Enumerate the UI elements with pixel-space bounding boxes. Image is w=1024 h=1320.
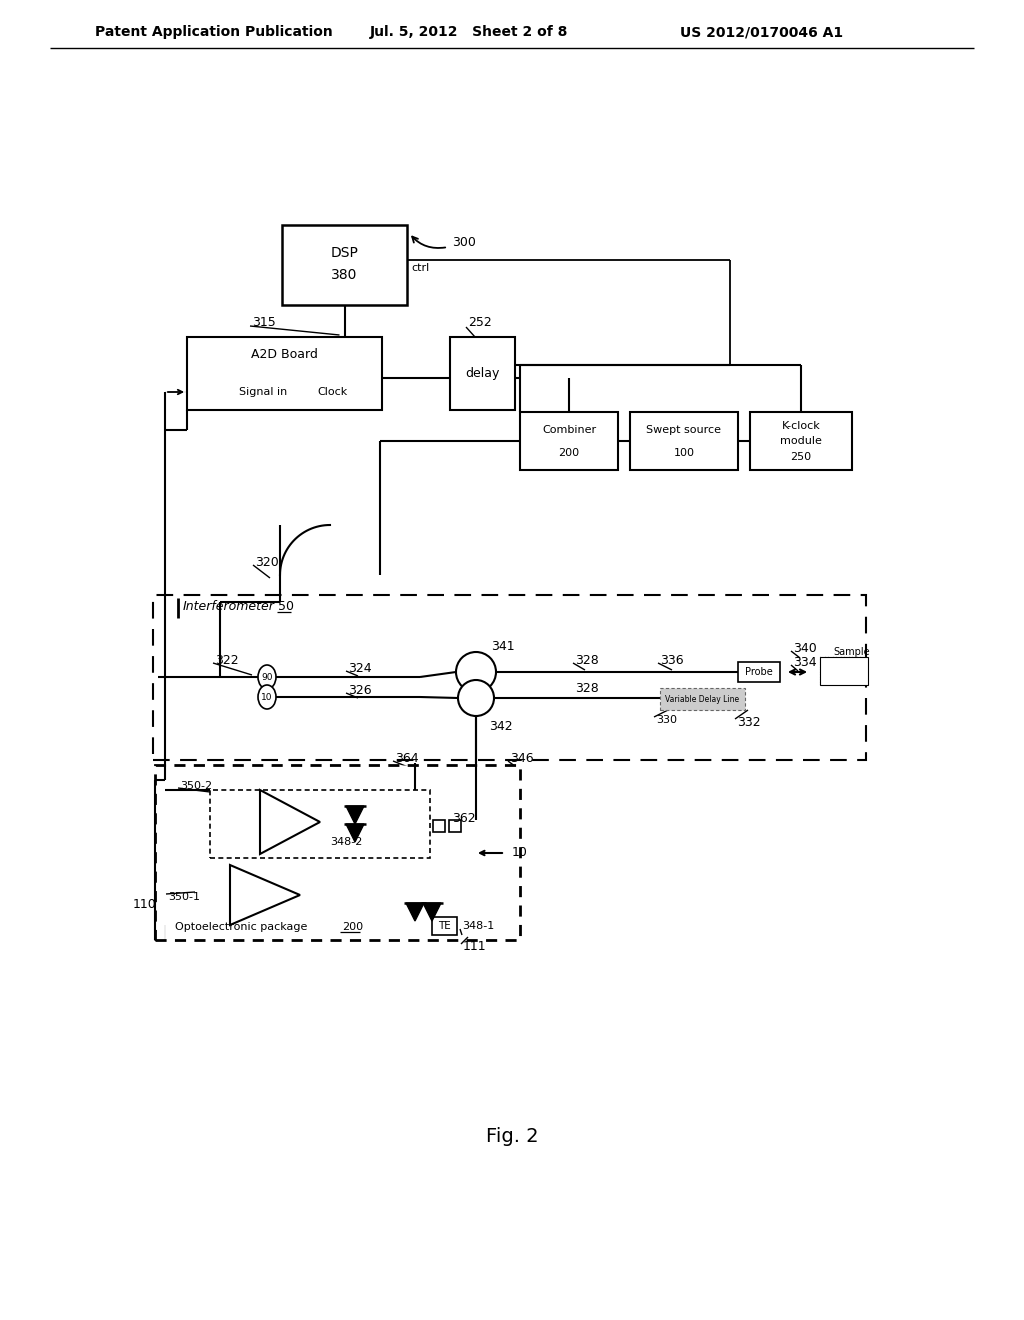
Text: 328: 328 bbox=[575, 681, 599, 694]
Text: Signal in: Signal in bbox=[239, 387, 288, 397]
Text: 328: 328 bbox=[575, 653, 599, 667]
Text: 332: 332 bbox=[737, 715, 761, 729]
Polygon shape bbox=[346, 807, 364, 824]
Text: 10: 10 bbox=[512, 846, 528, 859]
Text: 362: 362 bbox=[452, 812, 475, 825]
Bar bbox=[660, 688, 745, 710]
Bar bbox=[449, 820, 461, 832]
Text: Interferometer: Interferometer bbox=[183, 601, 274, 614]
Text: Combiner: Combiner bbox=[542, 425, 596, 436]
Bar bbox=[432, 917, 457, 935]
Text: Clock: Clock bbox=[316, 387, 347, 397]
Text: 346: 346 bbox=[510, 751, 534, 764]
Text: Swept source: Swept source bbox=[646, 425, 722, 436]
Bar bbox=[155, 766, 520, 940]
Bar bbox=[210, 789, 430, 858]
Text: 300: 300 bbox=[452, 235, 476, 248]
Circle shape bbox=[458, 680, 494, 715]
Bar bbox=[187, 337, 382, 411]
Text: Variable Delay Line: Variable Delay Line bbox=[666, 694, 739, 704]
Polygon shape bbox=[406, 903, 424, 921]
Text: 340: 340 bbox=[793, 642, 817, 655]
Bar bbox=[450, 337, 515, 411]
Text: A2D Board: A2D Board bbox=[251, 348, 317, 362]
Bar bbox=[433, 820, 445, 832]
Polygon shape bbox=[423, 903, 441, 921]
Text: 350-1: 350-1 bbox=[168, 892, 200, 902]
Text: ctrl: ctrl bbox=[411, 263, 429, 273]
Text: Jul. 5, 2012   Sheet 2 of 8: Jul. 5, 2012 Sheet 2 of 8 bbox=[370, 25, 568, 40]
Polygon shape bbox=[346, 824, 364, 842]
Ellipse shape bbox=[258, 685, 276, 709]
Bar bbox=[282, 224, 407, 305]
Text: 10: 10 bbox=[261, 693, 272, 701]
Text: Probe: Probe bbox=[745, 667, 773, 677]
Text: Fig. 2: Fig. 2 bbox=[485, 1127, 539, 1147]
Text: 111: 111 bbox=[463, 940, 486, 953]
Text: 252: 252 bbox=[468, 315, 492, 329]
Text: 348-1: 348-1 bbox=[462, 921, 495, 931]
Text: 326: 326 bbox=[348, 684, 372, 697]
Text: DSP: DSP bbox=[331, 246, 358, 260]
Text: 320: 320 bbox=[255, 556, 279, 569]
Text: 50: 50 bbox=[278, 601, 294, 614]
Text: Patent Application Publication: Patent Application Publication bbox=[95, 25, 333, 40]
Text: 90: 90 bbox=[261, 672, 272, 681]
Polygon shape bbox=[230, 865, 300, 925]
Text: TE: TE bbox=[437, 921, 451, 931]
Text: 200: 200 bbox=[342, 921, 364, 932]
Bar bbox=[738, 663, 780, 682]
Bar bbox=[750, 412, 852, 470]
Ellipse shape bbox=[258, 665, 276, 689]
Text: 110: 110 bbox=[133, 899, 157, 912]
Text: module: module bbox=[780, 436, 822, 446]
Text: 334: 334 bbox=[793, 656, 816, 668]
Text: Optoelectronic package: Optoelectronic package bbox=[175, 921, 307, 932]
Circle shape bbox=[456, 652, 496, 692]
Text: 341: 341 bbox=[490, 640, 515, 653]
Text: 350-2: 350-2 bbox=[180, 781, 212, 791]
Text: 322: 322 bbox=[215, 653, 239, 667]
Bar bbox=[820, 657, 868, 685]
Bar bbox=[153, 595, 866, 760]
Text: 364: 364 bbox=[395, 751, 419, 764]
Bar bbox=[520, 412, 618, 470]
Text: 348-2: 348-2 bbox=[330, 837, 362, 847]
Text: 250: 250 bbox=[791, 451, 812, 462]
Bar bbox=[630, 412, 738, 470]
Text: delay: delay bbox=[465, 367, 500, 380]
Text: 100: 100 bbox=[674, 447, 694, 458]
Polygon shape bbox=[260, 789, 319, 854]
Text: 342: 342 bbox=[489, 719, 513, 733]
Text: US 2012/0170046 A1: US 2012/0170046 A1 bbox=[680, 25, 843, 40]
Text: 315: 315 bbox=[252, 317, 275, 330]
Text: 330: 330 bbox=[656, 715, 677, 725]
Text: Sample: Sample bbox=[833, 647, 869, 657]
Text: K-clock: K-clock bbox=[781, 421, 820, 432]
Text: 380: 380 bbox=[332, 268, 357, 282]
Text: 324: 324 bbox=[348, 661, 372, 675]
Text: 200: 200 bbox=[558, 447, 580, 458]
Text: 336: 336 bbox=[660, 653, 684, 667]
